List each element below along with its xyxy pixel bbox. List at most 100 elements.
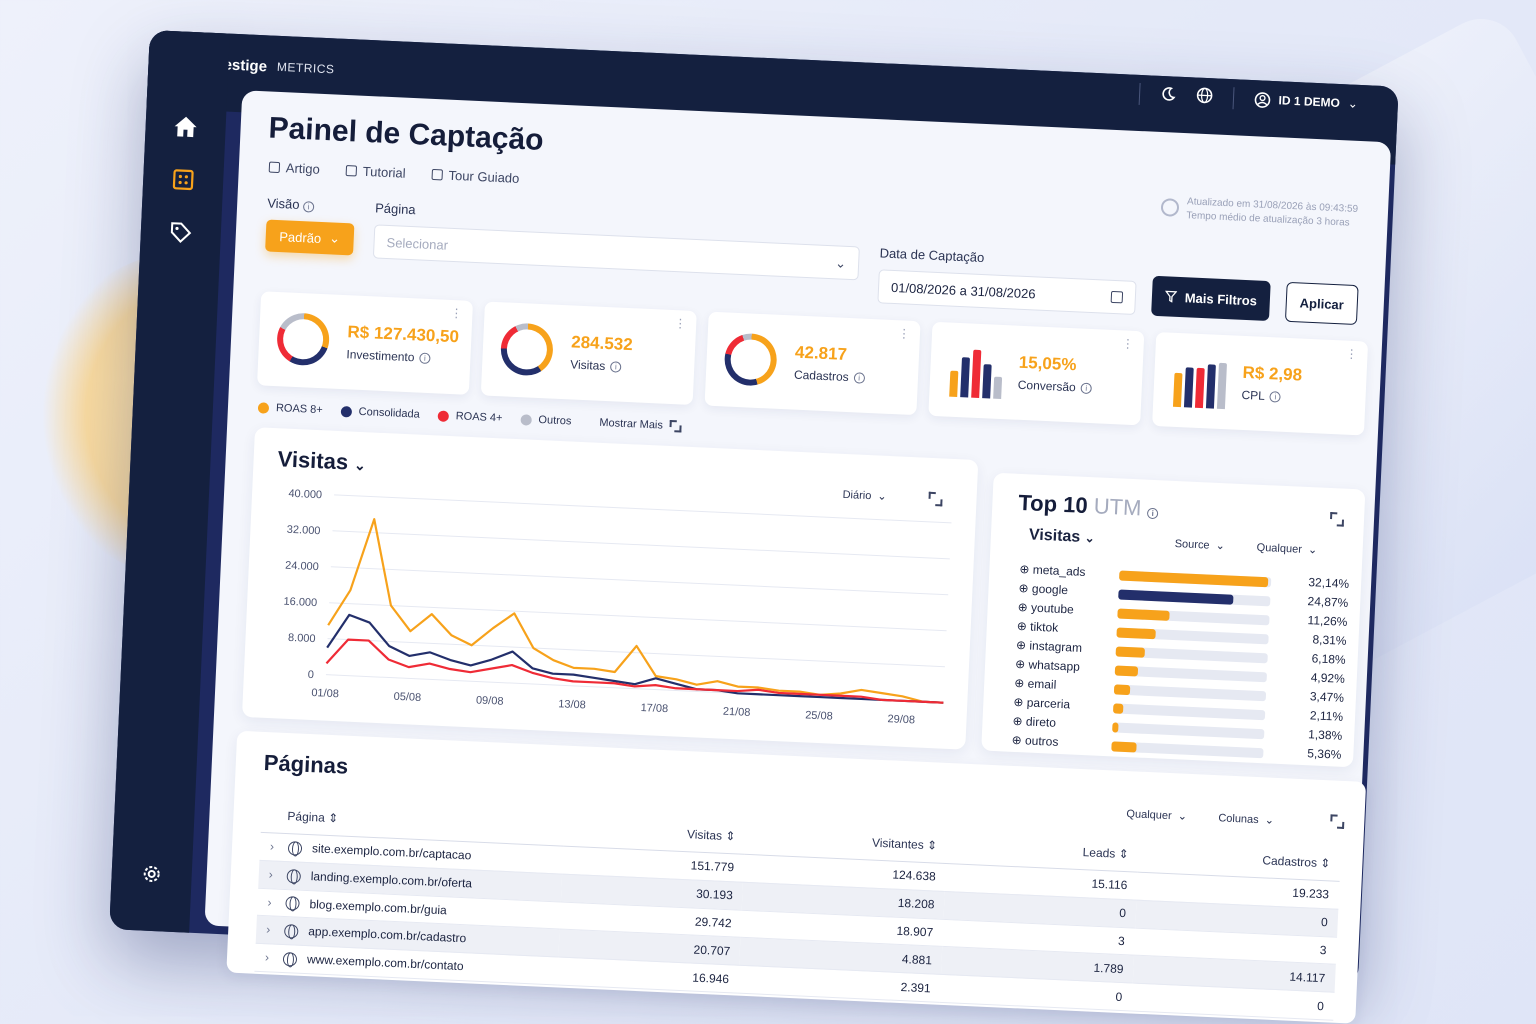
utm-card: Top 10 UTM i Visitas ⌄ Source ⌄ Qualquer… — [981, 472, 1366, 768]
chevron-down-icon: ⌄ — [834, 255, 847, 271]
more-options-icon[interactable]: ⋮ — [1121, 336, 1135, 351]
utm-bar-track — [1113, 684, 1267, 702]
legend-item-consolidada[interactable]: Consolidada — [340, 405, 420, 421]
more-filters-button[interactable]: Mais Filtros — [1151, 275, 1271, 322]
more-options-icon[interactable]: ⋮ — [1345, 346, 1358, 362]
info-icon: i — [610, 360, 622, 373]
expand-icon[interactable] — [1330, 512, 1345, 527]
utm-bar-track — [1111, 741, 1264, 759]
utm-source-name: ⊕ meta_ads — [1019, 562, 1086, 579]
utm-bar — [1113, 684, 1131, 696]
utm-bar — [1112, 722, 1119, 733]
kpi-investimento[interactable]: R$ 127.430,50 Investimento i ⋮ — [256, 291, 474, 395]
visao-label: Visão i — [267, 196, 315, 213]
utm-bar — [1111, 741, 1137, 753]
chevron-down-icon: ⌄ — [1347, 96, 1359, 111]
clock-icon — [1160, 198, 1180, 217]
more-options-icon[interactable]: ⋮ — [897, 326, 911, 341]
utm-filter-select[interactable]: Qualquer ⌄ — [1256, 541, 1318, 557]
globe-icon — [287, 840, 303, 856]
columns-select[interactable]: Colunas ⌄ — [1218, 812, 1275, 827]
utm-source-name: ⊕ google — [1018, 580, 1069, 598]
kpi-label: Visitas i — [570, 357, 622, 373]
paginas-table: Página ⇕ Visitas ⇕ Visitantes ⇕ Leads ⇕ … — [254, 801, 1341, 1021]
more-options-icon[interactable]: ⋮ — [450, 305, 463, 321]
globe-icon — [285, 896, 300, 912]
paginas-card: Páginas Qualquer ⌄ Colunas ⌄ Página ⇕ Vi… — [226, 730, 1367, 1024]
kpi-label: CPL i — [1241, 388, 1282, 404]
link-tutorial[interactable]: Tutorial — [345, 163, 406, 181]
dashboard-icon[interactable] — [170, 166, 197, 193]
tag-icon[interactable] — [167, 219, 194, 246]
info-icon: i — [419, 352, 431, 364]
utm-source-name: ⊕ direto — [1012, 713, 1057, 730]
info-icon: i — [853, 371, 865, 384]
visao-select[interactable]: Padrão ⌄ — [265, 219, 355, 256]
utm-percent: 3,47% — [1309, 689, 1345, 705]
home-icon[interactable] — [172, 113, 199, 140]
kpi-label: Cadastros i — [794, 368, 865, 385]
chevron-right-icon: › — [264, 950, 270, 965]
utm-bar-track — [1112, 703, 1266, 721]
page-links: Artigo Tutorial Tour Guiado — [268, 160, 520, 186]
kpi-visitas[interactable]: 284.532 Visitas i ⋮ — [480, 301, 697, 405]
info-icon: i — [302, 201, 315, 213]
kpi-label: Investimento i — [346, 347, 431, 365]
legend-item-outros[interactable]: Outros — [520, 413, 572, 428]
chevron-down-icon: ⌄ — [328, 230, 341, 246]
sidebar — [109, 30, 230, 933]
utm-bar-track — [1118, 589, 1271, 607]
x-tick-label: 05/08 — [393, 691, 421, 704]
utm-source-name: ⊕ outros — [1011, 732, 1059, 749]
visitas-card: Visitas ⌄ Diário ⌄ 40.000 32.000 24.000 16.… — [241, 427, 979, 750]
utm-bar — [1117, 608, 1170, 621]
paginas-title: Páginas — [263, 749, 349, 779]
legend-item-roas4[interactable]: ROAS 4+ — [437, 409, 503, 424]
moon-icon[interactable] — [1159, 85, 1176, 105]
series-line — [325, 638, 944, 704]
utm-metric-select[interactable]: Visitas ⌄ — [1028, 526, 1096, 546]
date-range-field[interactable]: 01/08/2026 a 31/08/2026 — [877, 269, 1137, 315]
grid-line — [330, 566, 949, 596]
page-title: Painel de Captação — [267, 111, 545, 157]
link-artigo[interactable]: Artigo — [268, 160, 320, 177]
calendar-icon — [1110, 290, 1124, 304]
utm-bar-track — [1114, 665, 1268, 683]
external-link-icon — [431, 168, 443, 181]
chevron-right-icon: › — [269, 839, 275, 854]
kpi-cpl[interactable]: R$ 2,98 CPL i ⋮ — [1152, 331, 1369, 436]
more-options-icon[interactable]: ⋮ — [673, 316, 687, 331]
expand-icon[interactable] — [1330, 814, 1345, 829]
utm-bar — [1116, 627, 1156, 640]
link-tour-guiado[interactable]: Tour Guiado — [431, 167, 520, 186]
visitas-line-chart: 40.000 32.000 24.000 16.000 8.000 0 01/08 05/08… — [283, 488, 952, 726]
kpi-value: 284.532 — [570, 332, 634, 355]
utm-percent: 6,18% — [1311, 651, 1346, 667]
grid-line — [332, 530, 950, 560]
show-more-button[interactable]: Mostrar Mais — [599, 417, 682, 433]
external-link-icon — [345, 165, 358, 177]
apply-button[interactable]: Aplicar — [1284, 281, 1359, 326]
utm-percent: 4,92% — [1310, 670, 1346, 686]
y-tick-label: 32.000 — [287, 524, 321, 538]
kpi-value: R$ 127.430,50 — [347, 322, 460, 347]
y-tick-label: 40.000 — [288, 488, 322, 502]
utm-bar-track — [1116, 627, 1269, 645]
globe-icon[interactable] — [1195, 87, 1213, 108]
utm-source-select[interactable]: Source ⌄ — [1174, 538, 1226, 553]
paginas-filter-select[interactable]: Qualquer ⌄ — [1126, 808, 1188, 823]
chevron-right-icon: › — [268, 867, 274, 882]
legend-item-roas8[interactable]: ROAS 8+ — [257, 401, 323, 416]
settings-gear-icon[interactable] — [138, 860, 165, 887]
kpi-cadastros[interactable]: 42.817 Cadastros i ⋮ — [704, 311, 921, 416]
info-icon: i — [1080, 382, 1093, 394]
utm-bar-track — [1112, 722, 1265, 740]
utm-percent: 24,87% — [1307, 594, 1349, 610]
utm-percent: 1,38% — [1307, 727, 1343, 743]
user-menu[interactable]: ID 1 DEMO ⌄ — [1253, 91, 1358, 113]
kpi-conversao[interactable]: 15,05% Conversão i ⋮ — [928, 321, 1145, 426]
utm-source-name: ⊕ youtube — [1017, 599, 1075, 617]
pagina-select[interactable]: Selecionar ⌄ — [372, 224, 860, 281]
update-info: Atualizado em 31/08/2026 às 09:43:59 Temp… — [1160, 194, 1358, 231]
x-tick-label: 29/08 — [887, 713, 915, 726]
